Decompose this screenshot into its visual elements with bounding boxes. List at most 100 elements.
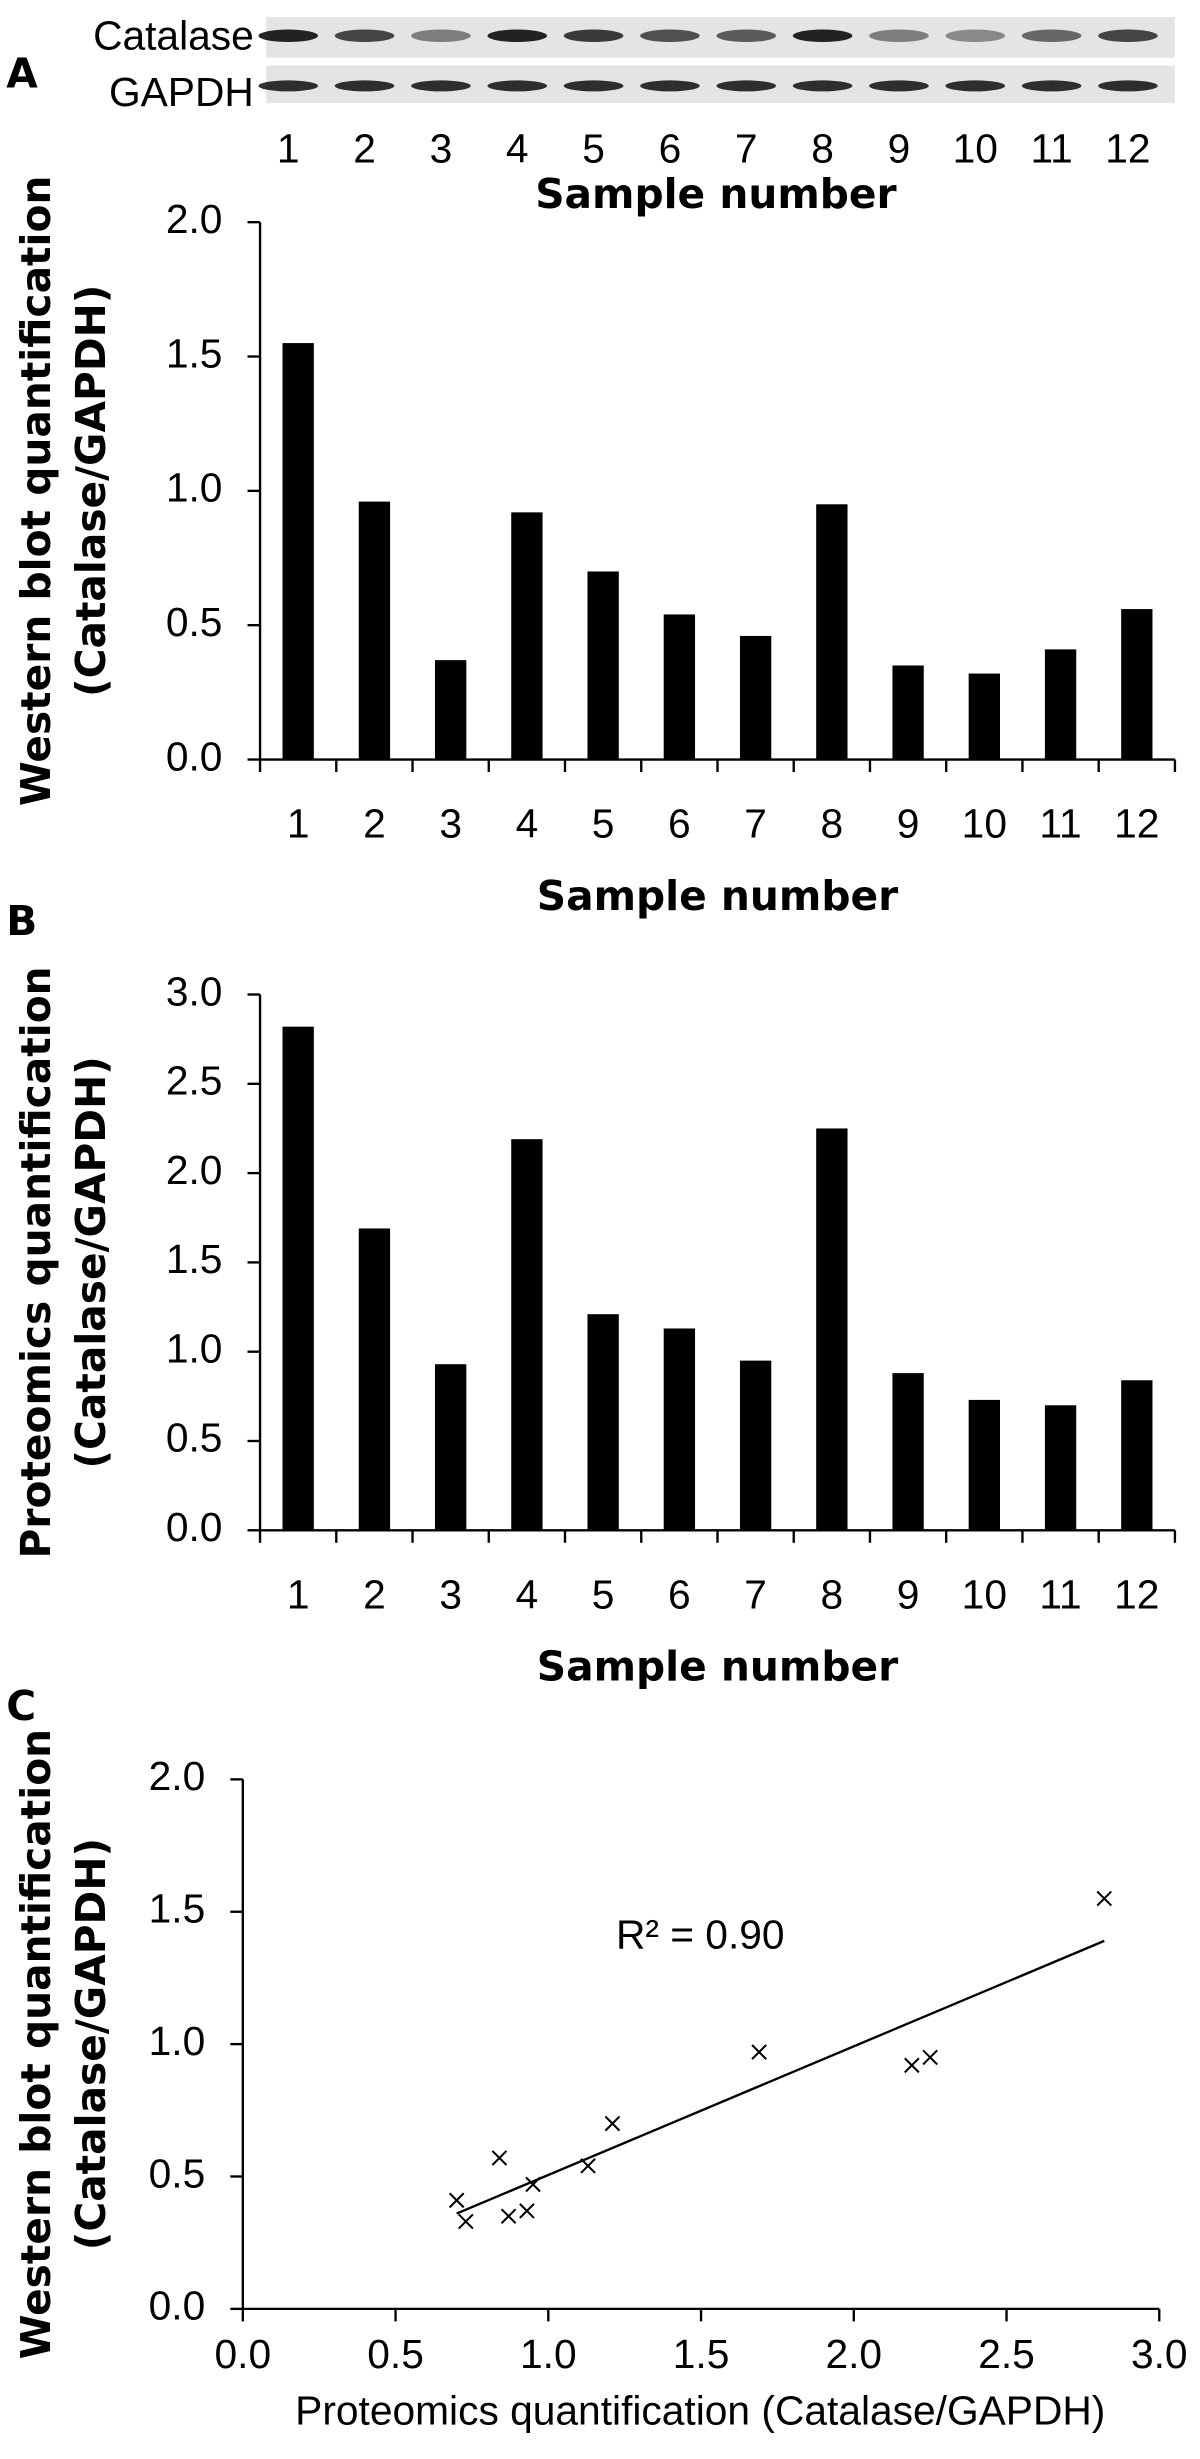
x-tick-label: 2	[363, 1571, 386, 1617]
bar	[816, 1128, 848, 1531]
band	[640, 80, 700, 92]
band	[640, 29, 700, 43]
bar	[1044, 649, 1077, 760]
x-tick-label: 11	[1039, 801, 1081, 847]
y-tick-label: 2.5	[166, 1058, 223, 1104]
bar	[282, 1026, 314, 1531]
x-axis-label: Proteomics quantification (Catalase/GAPD…	[295, 2388, 1105, 2434]
bar	[1121, 1380, 1153, 1531]
x-tick-label: 3	[439, 1571, 462, 1617]
lane-label: 9	[888, 125, 911, 171]
bar	[358, 1228, 391, 1531]
x-tick-label: 10	[962, 801, 1007, 847]
band	[487, 80, 548, 92]
lane-label: 5	[582, 125, 605, 171]
point	[458, 2213, 474, 2230]
point	[1096, 1890, 1113, 1907]
y-axis-label: Western blot quantification	[12, 1729, 60, 2360]
trendline	[456, 1939, 1105, 2215]
y-tick-label: 1.0	[166, 465, 223, 511]
x-tick-label: 6	[668, 1571, 691, 1617]
y-tick-label: 0.0	[166, 733, 223, 779]
x-tick-label: 7	[744, 801, 767, 847]
lane-label: 1	[277, 125, 300, 171]
x-tick-label: 1.0	[520, 2331, 577, 2377]
y-axis-label: Proteomics quantification	[12, 966, 60, 1558]
bar	[816, 504, 848, 760]
bar	[1121, 609, 1153, 760]
x-tick-label: 6	[668, 801, 691, 847]
band	[487, 29, 548, 43]
bar	[511, 1139, 543, 1531]
x-tick-label: 8	[821, 1571, 844, 1617]
x-tick-label: 4	[516, 801, 539, 847]
lane-label: 4	[506, 125, 529, 171]
bar	[511, 512, 543, 760]
y-tick-label: 1.5	[166, 330, 223, 376]
point	[500, 2208, 517, 2224]
x-axis-label: Sample number	[537, 1643, 898, 1691]
y-tick-label: 0.5	[149, 2150, 206, 2196]
y-axis-label: (Catalase/GAPDH)	[67, 1838, 115, 2250]
lane-label: 6	[659, 125, 682, 171]
band	[1098, 29, 1158, 43]
x-tick-label: 8	[821, 801, 844, 847]
x-tick-label: 3.0	[1131, 2331, 1188, 2377]
bar	[968, 673, 1000, 760]
bar	[892, 1373, 924, 1531]
band	[1021, 80, 1082, 92]
x-tick-label: 2.5	[978, 2331, 1035, 2377]
x-tick-label: 5	[592, 801, 615, 847]
y-tick-label: 0.0	[166, 1504, 223, 1550]
band	[716, 29, 777, 43]
x-tick-label: 2.0	[825, 2331, 882, 2377]
band	[563, 80, 624, 92]
lane-label: 11	[1030, 125, 1072, 171]
x-tick-label: 0.5	[367, 2331, 424, 2377]
x-tick-label: 1.5	[673, 2331, 730, 2377]
y-tick-label: 1.0	[166, 1325, 223, 1371]
y-tick-label: 1.5	[166, 1236, 223, 1282]
lane-label: 12	[1105, 125, 1150, 171]
band	[334, 80, 395, 92]
band	[334, 29, 395, 43]
bar	[587, 1314, 619, 1531]
y-axis-label: Western blot quantification	[12, 176, 60, 807]
x-tick-label: 1	[287, 1571, 310, 1617]
annotation: R² = 0.90	[616, 1911, 785, 1957]
x-tick-label: 0.0	[215, 2331, 272, 2377]
blot-row-label: GAPDH	[109, 69, 254, 115]
bar	[663, 614, 696, 760]
y-tick-label: 0.5	[166, 599, 223, 645]
x-axis-label: Sample number	[535, 170, 896, 218]
y-tick-label: 0.0	[149, 2283, 206, 2329]
x-tick-label: 1	[287, 801, 310, 847]
y-tick-label: 2.0	[166, 196, 223, 242]
bar	[739, 635, 772, 760]
bar	[739, 1360, 772, 1531]
x-axis-label: Sample number	[537, 872, 898, 920]
bar	[968, 1399, 1000, 1531]
panel-label: A	[6, 49, 38, 97]
x-tick-label: 12	[1114, 1571, 1159, 1617]
point	[448, 2192, 465, 2209]
band	[869, 80, 929, 92]
y-tick-label: 1.5	[149, 1886, 206, 1932]
band	[563, 29, 624, 43]
band	[411, 80, 471, 92]
panel-label: C	[6, 1682, 36, 1730]
blot-row-label: Catalase	[93, 13, 254, 59]
point	[922, 2049, 938, 2066]
band	[1021, 29, 1082, 43]
band	[869, 29, 929, 43]
x-tick-label: 5	[592, 1571, 615, 1617]
point	[904, 2057, 920, 2074]
bar	[358, 501, 391, 760]
band	[945, 29, 1006, 43]
band	[945, 80, 1006, 92]
bar	[434, 660, 467, 760]
panel-label: B	[6, 897, 37, 945]
y-tick-label: 1.0	[149, 2018, 206, 2064]
bar	[892, 665, 924, 760]
